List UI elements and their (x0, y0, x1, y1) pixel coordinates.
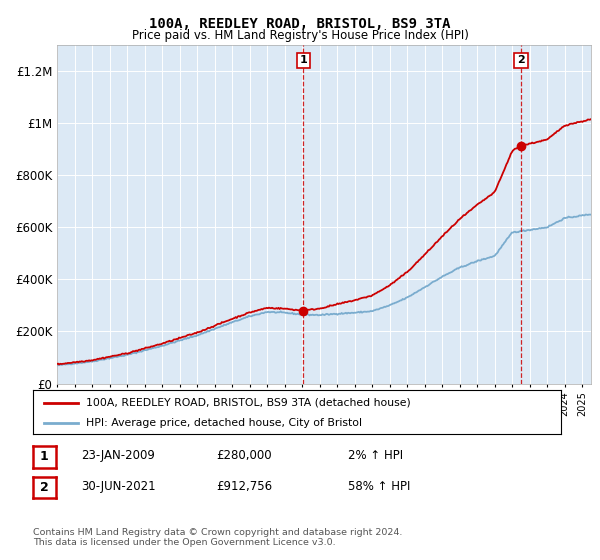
Text: £912,756: £912,756 (216, 480, 272, 493)
Text: Price paid vs. HM Land Registry's House Price Index (HPI): Price paid vs. HM Land Registry's House … (131, 29, 469, 42)
Text: 30-JUN-2021: 30-JUN-2021 (81, 480, 155, 493)
Text: 23-JAN-2009: 23-JAN-2009 (81, 449, 155, 463)
Text: 100A, REEDLEY ROAD, BRISTOL, BS9 3TA (detached house): 100A, REEDLEY ROAD, BRISTOL, BS9 3TA (de… (86, 398, 410, 408)
Text: 58% ↑ HPI: 58% ↑ HPI (348, 480, 410, 493)
Text: £280,000: £280,000 (216, 449, 272, 463)
Text: Contains HM Land Registry data © Crown copyright and database right 2024.
This d: Contains HM Land Registry data © Crown c… (33, 528, 403, 547)
Text: HPI: Average price, detached house, City of Bristol: HPI: Average price, detached house, City… (86, 418, 362, 428)
Text: 2: 2 (517, 55, 525, 66)
Text: 2% ↑ HPI: 2% ↑ HPI (348, 449, 403, 463)
Text: 1: 1 (40, 450, 49, 464)
Text: 100A, REEDLEY ROAD, BRISTOL, BS9 3TA: 100A, REEDLEY ROAD, BRISTOL, BS9 3TA (149, 17, 451, 31)
Text: 2: 2 (40, 481, 49, 494)
Text: 1: 1 (299, 55, 307, 66)
